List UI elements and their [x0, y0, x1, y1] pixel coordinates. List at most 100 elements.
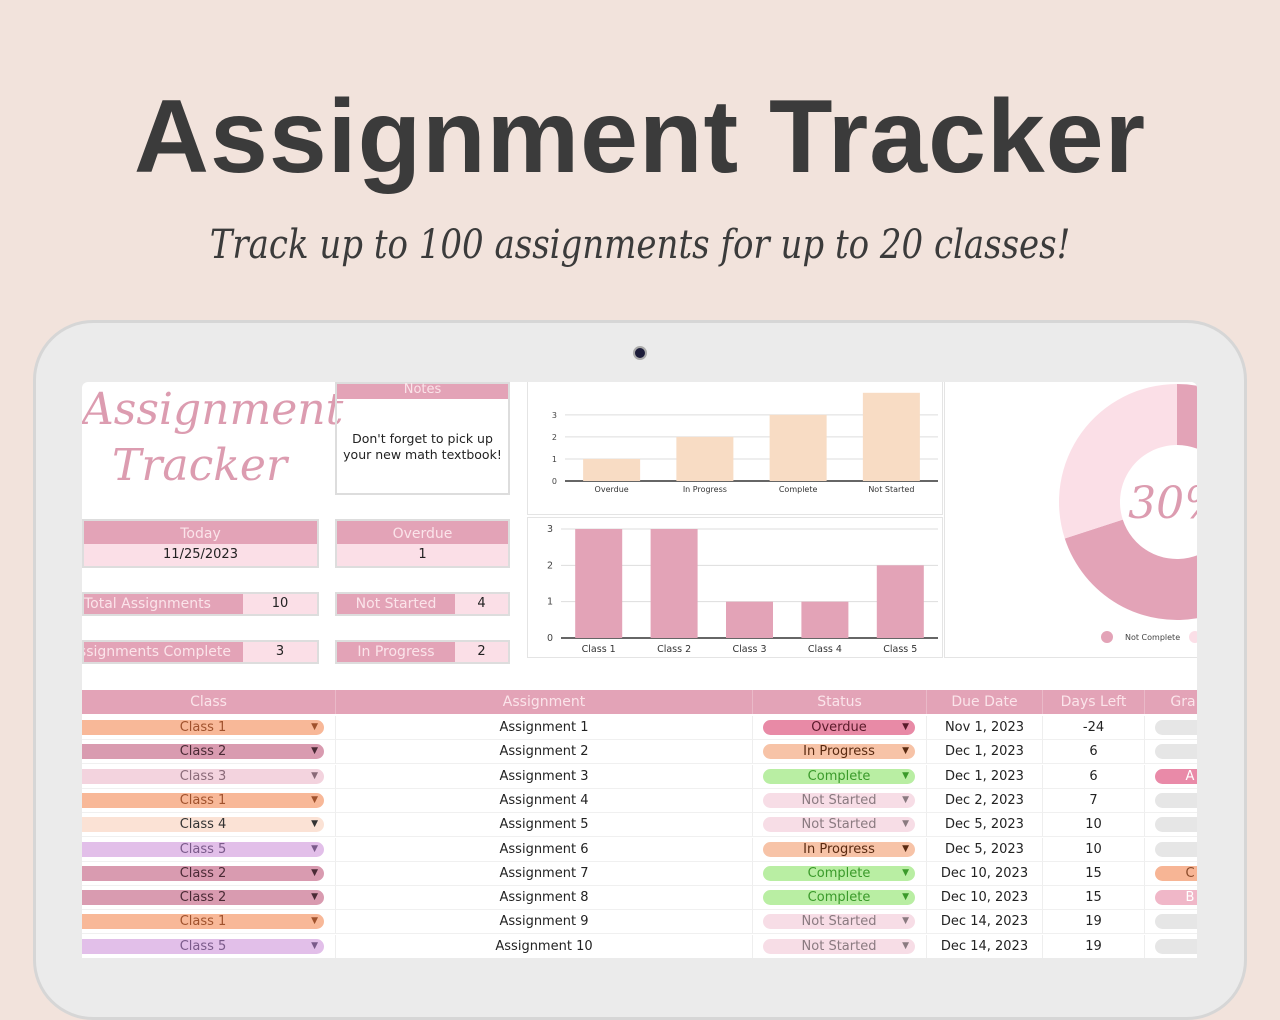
status-value: Complete: [807, 890, 871, 906]
table-row: Class 1 ▼ Assignment 9 Not Started ▼ Dec 14, …: [82, 910, 1197, 935]
in-progress-label: In Progress: [337, 642, 455, 662]
days-left-cell: 15: [1043, 886, 1145, 911]
grade-dropdown[interactable]: A: [1155, 768, 1197, 784]
assignment-cell[interactable]: Assignment 10: [336, 934, 753, 958]
class-value: Class 1: [179, 792, 227, 808]
table-row: Class 5 ▼ Assignment 10 Not Started ▼ Dec 14,…: [82, 934, 1197, 958]
logo-line2: Tracker: [112, 440, 287, 491]
class-value: Class 2: [179, 865, 227, 881]
chevron-down-icon: ▼: [311, 746, 318, 757]
status-dropdown[interactable]: Not Started ▼: [763, 792, 915, 808]
status-dropdown[interactable]: Not Started ▼: [763, 914, 915, 930]
today-label: Today: [84, 521, 317, 544]
due-date-cell[interactable]: Dec 1, 2023: [927, 764, 1043, 789]
assignment-cell[interactable]: Assignment 7: [336, 861, 753, 886]
class-dropdown[interactable]: Class 2 ▼: [82, 744, 324, 760]
due-date-cell[interactable]: Dec 5, 2023: [927, 837, 1043, 862]
donut-slice-not-complete: [1064, 384, 1197, 620]
today-card: Today 11/25/2023: [82, 519, 319, 568]
due-date-cell[interactable]: Nov 1, 2023: [927, 716, 1043, 740]
grade-cell: [1145, 789, 1197, 813]
days-left-cell: 15: [1043, 861, 1145, 886]
days-left-cell: 19: [1043, 910, 1145, 935]
x-tick-label: Class 5: [883, 644, 917, 655]
status-dropdown[interactable]: Not Started ▼: [763, 817, 915, 833]
status-dropdown[interactable]: In Progress ▼: [763, 841, 915, 857]
status-dropdown[interactable]: Overdue ▼: [763, 720, 915, 735]
donut-slice-complete: [1059, 384, 1177, 539]
column-header[interactable]: Status: [753, 690, 927, 714]
grade-dropdown[interactable]: [1155, 720, 1197, 735]
class-cell: Class 2 ▼: [82, 861, 336, 886]
x-tick-label: In Progress: [683, 485, 727, 494]
assignment-cell[interactable]: Assignment 3: [336, 764, 753, 789]
bar-class-1: [575, 529, 623, 638]
y-tick-label: 1: [552, 455, 557, 464]
grade-dropdown[interactable]: [1155, 817, 1197, 833]
grade-dropdown[interactable]: [1155, 792, 1197, 808]
status-bar-chart[interactable]: 0 1 2 3 Overdue In Progress Complete Not Starte…: [527, 382, 943, 515]
due-date-cell[interactable]: Dec 1, 2023: [927, 740, 1043, 765]
bar-not-started: [862, 392, 920, 481]
column-header[interactable]: Class: [82, 690, 336, 714]
column-header[interactable]: Gra: [1145, 690, 1197, 714]
assignment-cell[interactable]: Assignment 6: [336, 837, 753, 862]
logo-line1: Assignment: [82, 384, 344, 435]
grade-dropdown[interactable]: [1155, 841, 1197, 857]
class-dropdown[interactable]: Class 4 ▼: [82, 817, 324, 833]
completion-donut-chart[interactable]: 30%Not CompleteComplete: [944, 382, 1197, 658]
assignment-cell[interactable]: Assignment 4: [336, 788, 753, 813]
status-dropdown[interactable]: Complete ▼: [763, 890, 915, 906]
table-row: Class 4 ▼ Assignment 5 Not Started ▼ Dec 5, 2…: [82, 813, 1197, 838]
grade-dropdown[interactable]: [1155, 938, 1197, 954]
due-date-cell[interactable]: Dec 10, 2023: [927, 886, 1043, 911]
grade-dropdown[interactable]: B: [1155, 890, 1197, 906]
status-dropdown[interactable]: Not Started ▼: [763, 938, 915, 954]
class-dropdown[interactable]: Class 5 ▼: [82, 841, 324, 857]
assignment-cell[interactable]: Assignment 8: [336, 886, 753, 911]
assignment-cell[interactable]: Assignment 1: [336, 716, 753, 740]
grade-cell: [1145, 935, 1197, 958]
table-row: Class 5 ▼ Assignment 6 In Progress ▼ Dec 5, 2…: [82, 837, 1197, 862]
class-dropdown[interactable]: Class 2 ▼: [82, 890, 324, 906]
status-value: Not Started: [801, 938, 877, 954]
status-cell: Complete ▼: [753, 861, 927, 886]
class-bar-chart[interactable]: 0 1 2 3 Class 1 Class 2 Class 3 Class 4 Class 5: [527, 517, 943, 658]
hero-subtitle: Track up to 100 assignments for up to 20…: [209, 222, 1071, 268]
status-dropdown[interactable]: Complete ▼: [763, 865, 915, 881]
status-dropdown[interactable]: Complete ▼: [763, 768, 915, 784]
assignment-cell[interactable]: Assignment 9: [336, 910, 753, 935]
due-date-cell[interactable]: Dec 5, 2023: [927, 813, 1043, 838]
assignment-cell[interactable]: Assignment 5: [336, 813, 753, 838]
grade-cell: [1145, 910, 1197, 935]
bar-class-3: [726, 601, 773, 638]
grade-cell: [1145, 740, 1197, 765]
chevron-down-icon: ▼: [311, 867, 318, 878]
table-row: Class 2 ▼ Assignment 7 Complete ▼ Dec 10, 202…: [82, 861, 1197, 886]
column-header[interactable]: Assignment: [336, 690, 753, 714]
camera-icon: [633, 346, 647, 360]
column-header[interactable]: Due Date: [927, 690, 1043, 714]
not-started-value: 4: [455, 594, 508, 614]
donut-center-label: 30%: [1128, 478, 1197, 529]
x-tick-label: Overdue: [595, 485, 629, 494]
class-dropdown[interactable]: Class 2 ▼: [82, 865, 324, 881]
grade-dropdown[interactable]: [1155, 914, 1197, 930]
chevron-down-icon: ▼: [902, 843, 909, 854]
grade-dropdown[interactable]: [1155, 744, 1197, 760]
grade-dropdown[interactable]: C: [1155, 865, 1197, 881]
due-date-cell[interactable]: Dec 2, 2023: [927, 788, 1043, 813]
column-header[interactable]: Days Left: [1043, 690, 1145, 714]
class-dropdown[interactable]: Class 1 ▼: [82, 720, 324, 735]
due-date-cell[interactable]: Dec 14, 2023: [927, 910, 1043, 935]
notes-box[interactable]: Notes Don't forget to pick up your new m…: [335, 382, 510, 495]
assignment-cell[interactable]: Assignment 2: [336, 740, 753, 765]
class-dropdown[interactable]: Class 5 ▼: [82, 938, 324, 954]
due-date-cell[interactable]: Dec 14, 2023: [927, 934, 1043, 958]
status-dropdown[interactable]: In Progress ▼: [763, 744, 915, 760]
due-date-cell[interactable]: Dec 10, 2023: [927, 861, 1043, 886]
class-dropdown[interactable]: Class 1 ▼: [82, 792, 324, 808]
class-dropdown[interactable]: Class 1 ▼: [82, 914, 324, 930]
table-row: Class 2 ▼ Assignment 8 Complete ▼ Dec 10, 202…: [82, 886, 1197, 911]
class-dropdown[interactable]: Class 3 ▼: [82, 768, 324, 784]
